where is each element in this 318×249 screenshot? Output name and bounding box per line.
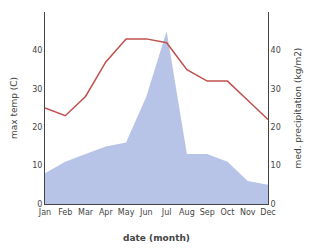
svg-text:Jan: Jan: [38, 208, 51, 217]
svg-text:Jul: Jul: [161, 208, 172, 217]
svg-text:Jun: Jun: [139, 208, 153, 217]
svg-text:0: 0: [271, 200, 276, 209]
svg-text:Sep: Sep: [200, 208, 215, 217]
svg-text:max temp (C): max temp (C): [9, 77, 19, 139]
svg-text:Nov: Nov: [240, 208, 256, 217]
svg-text:med. precipitation (kg/m2): med. precipitation (kg/m2): [293, 48, 303, 169]
svg-text:Feb: Feb: [58, 208, 72, 217]
svg-text:May: May: [118, 208, 135, 217]
svg-text:0: 0: [37, 200, 42, 209]
svg-text:Mar: Mar: [78, 208, 94, 217]
svg-text:30: 30: [32, 85, 42, 94]
svg-text:10: 10: [271, 161, 281, 170]
svg-text:20: 20: [32, 123, 42, 132]
svg-text:Apr: Apr: [99, 208, 114, 217]
svg-text:Dec: Dec: [260, 208, 275, 217]
svg-text:10: 10: [32, 161, 42, 170]
svg-text:20: 20: [271, 123, 281, 132]
svg-text:Oct: Oct: [221, 208, 235, 217]
svg-text:40: 40: [271, 46, 281, 55]
svg-text:30: 30: [271, 85, 281, 94]
svg-text:40: 40: [32, 46, 42, 55]
svg-text:Aug: Aug: [179, 208, 195, 217]
svg-text:date (month): date (month): [123, 233, 190, 243]
